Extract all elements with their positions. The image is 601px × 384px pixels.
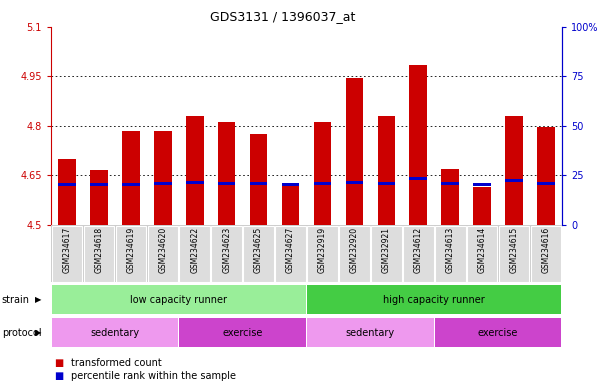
Text: transformed count: transformed count — [71, 358, 162, 368]
Text: GSM234625: GSM234625 — [254, 227, 263, 273]
Text: low capacity runner: low capacity runner — [130, 295, 227, 305]
FancyBboxPatch shape — [147, 226, 178, 282]
Text: ■: ■ — [54, 371, 63, 381]
Text: GSM234616: GSM234616 — [542, 227, 551, 273]
Bar — [474, 187, 491, 225]
Text: ■: ■ — [54, 358, 63, 368]
FancyBboxPatch shape — [499, 226, 529, 282]
Bar — [282, 183, 299, 186]
Bar — [505, 179, 523, 182]
Text: GSM232919: GSM232919 — [318, 227, 327, 273]
Text: exercise: exercise — [222, 328, 263, 338]
Bar — [282, 184, 299, 225]
Text: GSM234620: GSM234620 — [158, 227, 167, 273]
Text: ▶: ▶ — [35, 328, 41, 337]
Bar — [537, 182, 555, 185]
FancyBboxPatch shape — [307, 226, 338, 282]
Text: GSM234612: GSM234612 — [413, 227, 423, 273]
Bar — [377, 182, 395, 185]
Text: exercise: exercise — [478, 328, 518, 338]
FancyBboxPatch shape — [403, 226, 433, 282]
Bar — [474, 183, 491, 186]
FancyBboxPatch shape — [467, 226, 498, 282]
Bar — [218, 182, 236, 185]
Bar — [90, 183, 108, 186]
FancyBboxPatch shape — [435, 226, 466, 282]
Bar — [314, 122, 331, 225]
Text: GSM234627: GSM234627 — [286, 227, 295, 273]
FancyBboxPatch shape — [52, 285, 306, 314]
Text: GSM234615: GSM234615 — [510, 227, 519, 273]
Bar — [154, 182, 172, 185]
Text: high capacity runner: high capacity runner — [383, 295, 485, 305]
Text: GDS3131 / 1396037_at: GDS3131 / 1396037_at — [210, 10, 355, 23]
FancyBboxPatch shape — [52, 226, 82, 282]
FancyBboxPatch shape — [84, 226, 114, 282]
FancyBboxPatch shape — [307, 318, 433, 347]
Text: GSM234617: GSM234617 — [63, 227, 72, 273]
Bar — [122, 131, 139, 225]
FancyBboxPatch shape — [531, 226, 561, 282]
Bar — [409, 65, 427, 225]
Text: GSM234618: GSM234618 — [94, 227, 103, 273]
Text: GSM232920: GSM232920 — [350, 227, 359, 273]
FancyBboxPatch shape — [435, 318, 561, 347]
Bar — [58, 159, 76, 225]
Bar — [250, 182, 267, 185]
Bar — [409, 177, 427, 180]
Bar — [186, 116, 204, 225]
Bar — [537, 127, 555, 225]
Bar — [186, 181, 204, 184]
FancyBboxPatch shape — [52, 318, 178, 347]
FancyBboxPatch shape — [115, 226, 146, 282]
Bar — [441, 182, 459, 185]
Bar — [154, 131, 172, 225]
Text: protocol: protocol — [2, 328, 41, 338]
Bar — [250, 134, 267, 225]
Text: ▶: ▶ — [35, 295, 41, 305]
Text: sedentary: sedentary — [90, 328, 139, 338]
Bar — [314, 182, 331, 185]
Text: GSM234613: GSM234613 — [446, 227, 455, 273]
Bar — [90, 170, 108, 225]
Text: sedentary: sedentary — [346, 328, 395, 338]
Bar — [505, 116, 523, 225]
Bar — [58, 183, 76, 186]
FancyBboxPatch shape — [339, 226, 370, 282]
FancyBboxPatch shape — [307, 285, 561, 314]
Bar — [346, 78, 363, 225]
Text: percentile rank within the sample: percentile rank within the sample — [71, 371, 236, 381]
Bar — [377, 116, 395, 225]
Text: GSM234614: GSM234614 — [478, 227, 487, 273]
FancyBboxPatch shape — [180, 318, 306, 347]
Bar — [122, 183, 139, 186]
Bar — [346, 181, 363, 184]
Text: GSM232921: GSM232921 — [382, 227, 391, 273]
Text: strain: strain — [2, 295, 30, 305]
FancyBboxPatch shape — [275, 226, 306, 282]
FancyBboxPatch shape — [243, 226, 274, 282]
Text: GSM234623: GSM234623 — [222, 227, 231, 273]
Bar — [218, 122, 236, 225]
FancyBboxPatch shape — [180, 226, 210, 282]
Text: GSM234622: GSM234622 — [191, 227, 200, 273]
Bar — [441, 169, 459, 225]
FancyBboxPatch shape — [371, 226, 401, 282]
Text: GSM234619: GSM234619 — [126, 227, 135, 273]
FancyBboxPatch shape — [212, 226, 242, 282]
